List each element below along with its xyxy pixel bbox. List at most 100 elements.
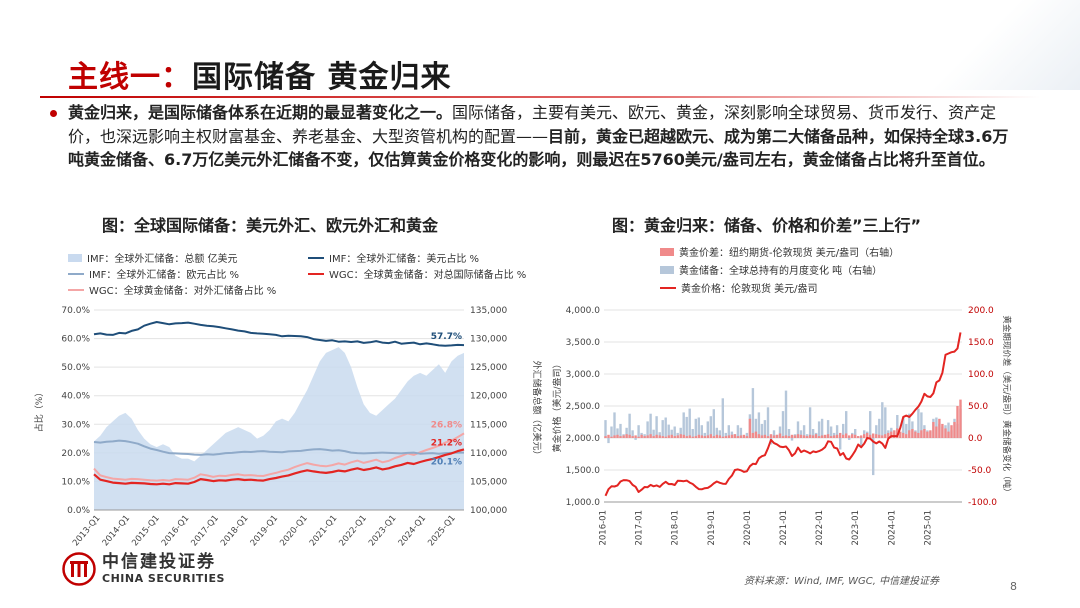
x-tick-label: 2025-01	[923, 510, 933, 546]
bullet-dot-icon	[50, 110, 57, 117]
bar-reserve-change	[718, 430, 721, 438]
bar-price-spread	[908, 430, 911, 438]
legend-swatch	[660, 265, 674, 274]
bar-price-spread	[805, 436, 809, 438]
y-axis-title: 黄金价格（美元/盎司）	[551, 359, 563, 452]
legend-label: IMF：全球外汇储备：欧元占比 %	[89, 270, 240, 281]
bar-price-spread	[664, 436, 667, 438]
bar-price-spread	[848, 435, 851, 438]
bar-price-spread	[893, 430, 896, 438]
bar-price-spread	[784, 435, 788, 438]
bar-reserve-change	[691, 429, 694, 438]
y2-tick-label: 0.0	[968, 434, 983, 444]
y-tick-label: 2,500.0	[566, 402, 601, 412]
bar-price-spread	[932, 422, 935, 438]
bar-reserve-change	[835, 425, 839, 438]
title-divider	[40, 96, 1040, 98]
bar-price-spread	[787, 436, 791, 438]
bar-price-spread	[751, 432, 755, 438]
bar-reserve-change	[920, 412, 923, 438]
x-tick-label: 2023-Q1	[367, 514, 399, 546]
bar-reserve-change	[631, 430, 634, 438]
bar-reserve-change	[902, 417, 905, 438]
bar-reserve-change	[739, 427, 743, 438]
bar-price-spread	[857, 436, 860, 438]
bar-reserve-change	[658, 432, 661, 438]
data-source: 资料来源：Wind, IMF, WGC, 中信建投证券	[744, 576, 940, 587]
end-value-label: 57.7%	[431, 332, 462, 342]
legend-item: WGC：全球黄金储备：对外汇储备占比 %	[68, 282, 276, 297]
y-tick-label: 2,000.0	[566, 434, 601, 444]
bar-price-spread	[685, 436, 688, 438]
y-tick-label: 40.0%	[61, 392, 90, 402]
bar-price-spread	[875, 434, 878, 438]
bar-price-spread	[950, 425, 953, 438]
bar-price-spread	[745, 436, 749, 438]
x-tick-label: 2017-Q1	[189, 514, 221, 546]
bar-reserve-change	[727, 425, 730, 438]
bar-price-spread	[772, 435, 776, 438]
legend-item: WGC：全球黄金储备：对总国际储备占比 %	[308, 266, 526, 281]
bar-reserve-change	[616, 428, 619, 438]
x-tick-label: 2025-Q1	[426, 514, 458, 546]
bar-price-spread	[842, 434, 845, 438]
bar-price-spread	[826, 434, 830, 438]
bar-price-spread	[947, 431, 950, 438]
series-line-eur-share	[93, 439, 464, 456]
bar-price-spread	[718, 435, 721, 438]
series-line-usd-share	[93, 321, 465, 347]
legend-label: WGC：全球黄金储备：对外汇储备占比 %	[89, 286, 277, 297]
legend-item: IMF：全球外汇储备：欧元占比 %	[68, 266, 239, 281]
bar-price-spread	[899, 431, 902, 438]
bar-price-spread	[917, 432, 920, 438]
x-tick-label: 2015-Q1	[130, 514, 162, 546]
bar-price-spread	[730, 434, 734, 438]
right-chart: 1,000.0 1,500.0 2,000.0 2,500.0 3,000.0 3,500…	[551, 306, 1012, 546]
legend-swatch	[68, 272, 84, 275]
legend-swatch	[68, 288, 84, 291]
legend-label: 黄金价格：伦敦现货 美元/盎司	[681, 284, 818, 295]
x-tick-label: 2024-01	[887, 510, 897, 546]
legend-label: IMF：全球外汇储备：总额 亿美元	[87, 254, 238, 265]
x-tick-label: 2022-01	[815, 510, 825, 546]
y2-axis-title: 外汇储备总额（亿美元）	[531, 360, 543, 459]
bar-price-spread	[652, 436, 655, 438]
bar-price-spread	[832, 435, 836, 438]
bar-reserve-change	[712, 409, 715, 438]
y-tick-label: 50.0%	[61, 363, 90, 373]
page-title-rest: 国际储备 黄金归来	[192, 60, 452, 95]
right-chart-legend: 黄金价差：纽约期货-伦敦现货 美元/盎司（右轴） 黄金储备：全球总持有的月度变化 …	[660, 240, 1020, 298]
bar-price-spread	[703, 436, 706, 438]
bar-reserve-change	[829, 426, 833, 438]
y2-tick-label: 50.0	[968, 402, 988, 412]
bar-price-spread	[887, 432, 890, 438]
bar-reserve-change	[875, 425, 878, 438]
bar-reserve-change	[664, 417, 667, 438]
bar-price-spread	[854, 434, 857, 438]
y2-tick-label: 135,000	[470, 306, 507, 316]
bar-price-spread	[736, 436, 740, 438]
bar-price-spread	[905, 434, 908, 438]
legend-swatch	[660, 247, 674, 256]
bar-price-spread	[643, 436, 646, 438]
x-tick-label: 2020-Q1	[278, 514, 310, 546]
left-chart: 0.0% 10.0% 20.0% 30.0% 40.0% 50.0% 60.0% 70.0% 1…	[33, 306, 543, 546]
bar-reserve-change	[688, 408, 691, 438]
y-tick-label: 1,000.0	[566, 498, 601, 508]
x-tick-label: 2016-Q1	[160, 514, 192, 546]
bar-price-spread	[709, 434, 712, 438]
bar-reserve-change	[766, 407, 770, 438]
bar-reserve-change	[802, 425, 806, 438]
legend-swatch	[68, 253, 82, 262]
bar-price-spread	[655, 434, 658, 438]
bar-price-spread	[869, 434, 872, 438]
bar-price-spread	[634, 435, 637, 438]
bar-reserve-change	[878, 418, 881, 438]
bar-price-spread	[881, 435, 884, 438]
bar-price-spread	[775, 434, 779, 438]
bar-reserve-change	[673, 426, 676, 438]
bar-reserve-change	[784, 390, 788, 438]
bar-price-spread	[607, 434, 610, 438]
bar-price-spread	[923, 429, 926, 438]
bar-price-spread	[763, 434, 767, 438]
